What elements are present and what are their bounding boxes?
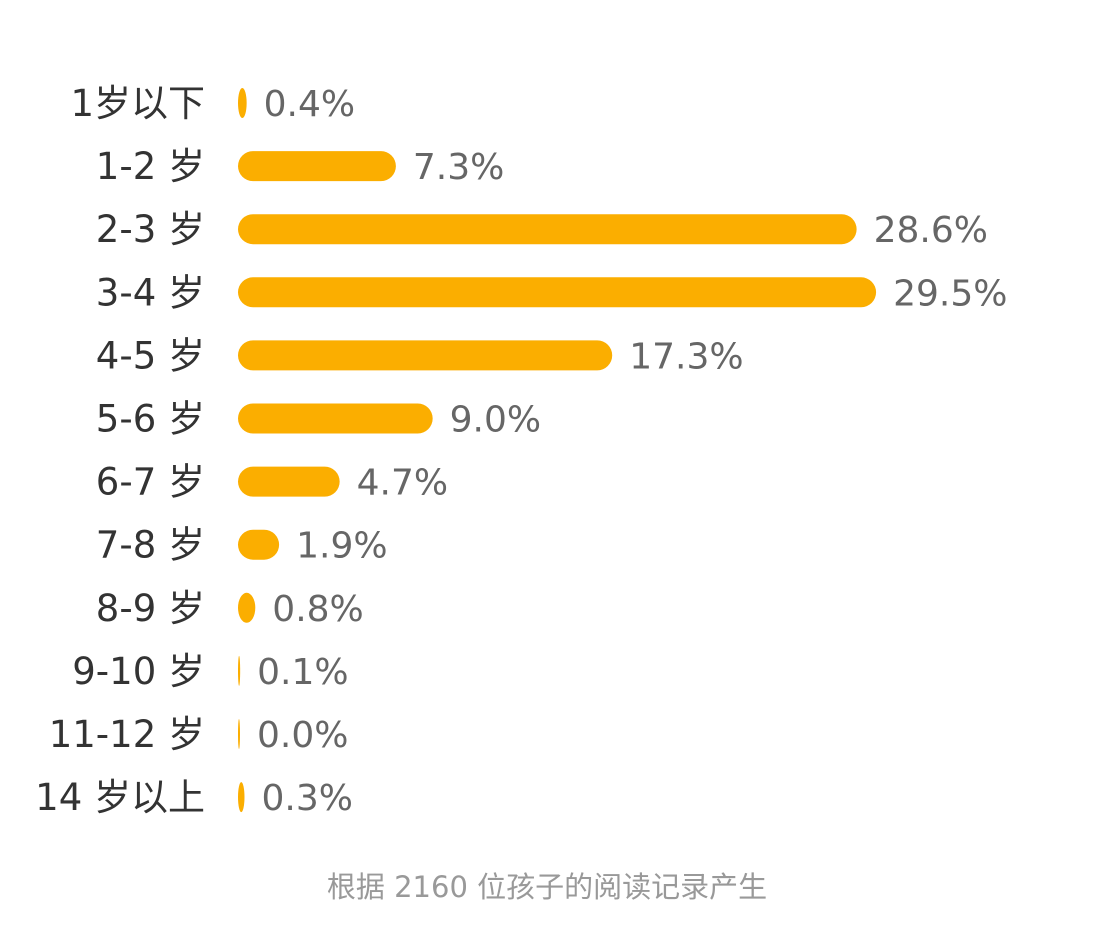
bar-row: 4-5 岁 17.3% [96, 334, 744, 377]
bar-row: 2-3 岁 28.6% [96, 208, 988, 251]
bar [238, 719, 240, 749]
bar-row: 8-9 岁 0.8% [96, 587, 364, 630]
bar-row: 5-6 岁 9.0% [96, 398, 541, 441]
value-label: 0.1% [257, 652, 348, 693]
value-label: 7.3% [413, 147, 504, 188]
bar-row: 7-8 岁 1.9% [96, 524, 388, 567]
bar-row: 11-12 岁 0.0% [49, 713, 349, 756]
value-label: 28.6% [874, 210, 988, 251]
bar [238, 151, 396, 182]
bar [238, 655, 241, 686]
value-label: 0.0% [257, 715, 348, 756]
category-label: 1-2 岁 [96, 145, 205, 188]
category-label: 2-3 岁 [96, 208, 205, 251]
category-label: 5-6 岁 [96, 398, 205, 441]
value-label: 0.4% [264, 84, 355, 125]
bar [238, 88, 247, 118]
value-label: 4.7% [357, 463, 448, 504]
value-label: 9.0% [450, 400, 541, 441]
category-label: 1岁以下 [70, 82, 205, 125]
value-label: 0.8% [272, 589, 363, 630]
category-label: 7-8 岁 [96, 524, 205, 567]
bar [238, 466, 340, 497]
bar [238, 782, 245, 813]
category-label: 8-9 岁 [96, 587, 205, 630]
bar-row: 6-7 岁 4.7% [96, 461, 448, 504]
value-label: 1.9% [296, 526, 387, 567]
bar-row: 1-2 岁 7.3% [96, 145, 505, 188]
bar [238, 403, 433, 434]
category-label: 11-12 岁 [49, 713, 205, 756]
value-label: 29.5% [893, 273, 1007, 314]
category-label: 3-4 岁 [96, 271, 205, 314]
value-label: 0.3% [261, 778, 352, 819]
bar-row: 1岁以下 0.4% [70, 82, 355, 125]
value-label: 17.3% [629, 336, 743, 377]
category-label: 4-5 岁 [96, 334, 205, 377]
bar [238, 340, 613, 371]
bar-row: 3-4 岁 29.5% [96, 271, 1008, 314]
bar [238, 529, 280, 560]
bar-row: 14 岁以上 0.3% [35, 776, 353, 819]
category-label: 9-10 岁 [72, 650, 205, 693]
bar [238, 214, 857, 245]
category-label: 14 岁以上 [35, 776, 205, 819]
footnote: 根据 2160 位孩子的阅读记录产生 [327, 870, 767, 904]
bar [238, 277, 877, 308]
category-label: 6-7 岁 [96, 461, 205, 504]
bar-row: 9-10 岁 0.1% [72, 650, 348, 693]
bar [238, 592, 256, 623]
